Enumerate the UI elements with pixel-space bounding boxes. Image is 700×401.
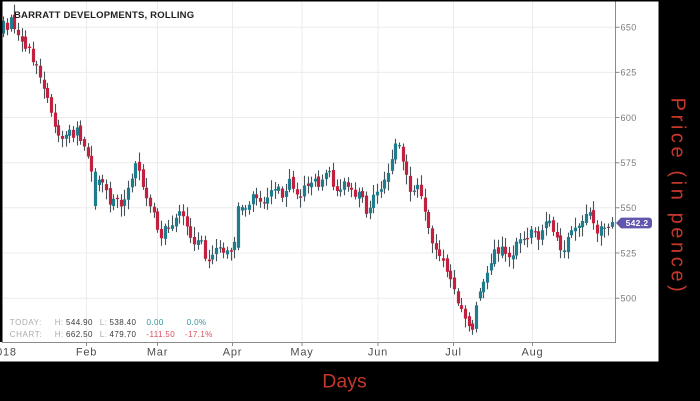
svg-text:Price (in pence): Price (in pence) (667, 98, 689, 296)
svg-text:Jul: Jul (445, 347, 461, 359)
svg-text:H:: H: (55, 318, 64, 327)
svg-text:479.70: 479.70 (110, 330, 137, 339)
svg-text:-17.1%: -17.1% (185, 330, 213, 339)
svg-text:L:: L: (100, 330, 107, 339)
svg-text:H:: H: (55, 330, 64, 339)
svg-text:550: 550 (621, 203, 637, 213)
svg-text:542.2: 542.2 (626, 218, 649, 228)
svg-text:650: 650 (621, 23, 637, 33)
svg-text:625: 625 (621, 68, 637, 78)
svg-text:Aug: Aug (522, 347, 544, 359)
svg-text:2018: 2018 (0, 347, 17, 359)
svg-text:TODAY:: TODAY: (10, 318, 42, 327)
svg-text:525: 525 (621, 248, 637, 258)
svg-text:Mar: Mar (147, 347, 168, 359)
svg-text:0.0%: 0.0% (187, 318, 207, 327)
svg-text:662.50: 662.50 (66, 330, 93, 339)
svg-text:Apr: Apr (223, 347, 243, 359)
svg-text:CHART:: CHART: (10, 330, 42, 339)
svg-text:544.90: 544.90 (66, 318, 93, 327)
svg-text:L:: L: (100, 318, 107, 327)
svg-text:0.00: 0.00 (147, 318, 164, 327)
svg-text:538.40: 538.40 (110, 318, 137, 327)
svg-text:575: 575 (621, 158, 637, 168)
svg-text:600: 600 (621, 113, 637, 123)
svg-text:Jun: Jun (368, 347, 388, 359)
svg-text:500: 500 (621, 294, 637, 304)
svg-text:-111.50: -111.50 (146, 330, 175, 339)
svg-text:Feb: Feb (76, 347, 97, 359)
svg-text:BARRATT DEVELOPMENTS, ROLLING: BARRATT DEVELOPMENTS, ROLLING (14, 10, 194, 21)
svg-text:Days: Days (322, 371, 367, 393)
svg-text:May: May (290, 347, 313, 359)
